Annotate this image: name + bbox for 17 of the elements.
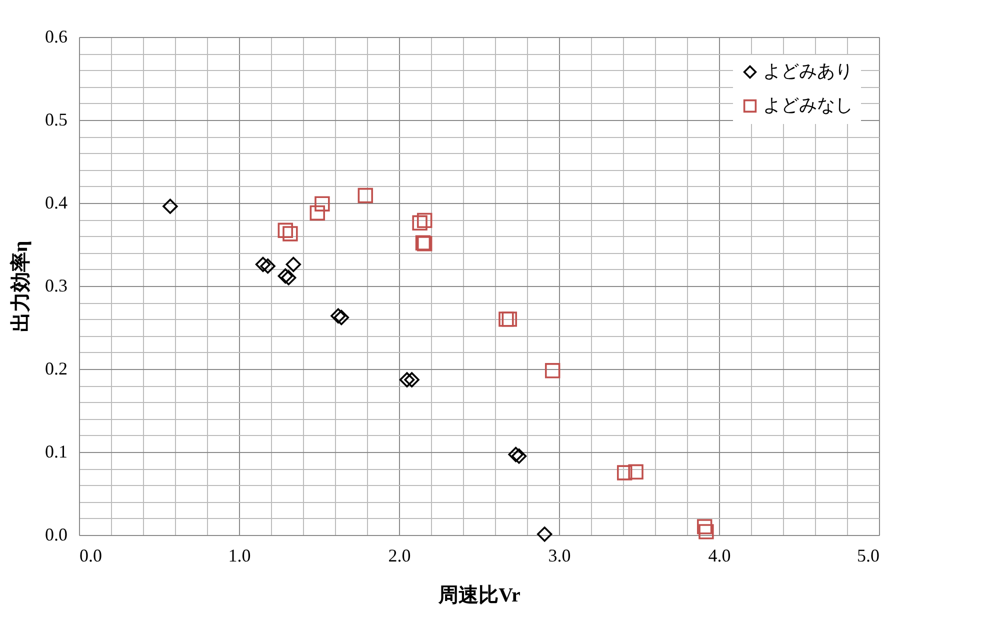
x-tick-label: 2.0: [388, 546, 411, 566]
y-tick-label: 0.1: [45, 442, 68, 462]
x-tick-label: 3.0: [548, 546, 571, 566]
x-axis-title: 周速比Vr: [438, 584, 521, 606]
legend-label: よどみなし: [763, 95, 853, 115]
x-tick-label: 0.0: [80, 546, 102, 566]
legend-label: よどみあり: [763, 61, 853, 81]
x-tick-label: 1.0: [228, 546, 251, 566]
y-tick-label: 0.2: [45, 358, 68, 378]
y-tick-label: 0.0: [45, 524, 68, 544]
x-tick-label: 4.0: [708, 546, 731, 566]
y-tick-label: 0.6: [45, 26, 68, 46]
x-tick-label: 5.0: [857, 546, 880, 566]
y-tick-label: 0.3: [45, 276, 68, 296]
y-axis-title: 出力効率η: [9, 240, 32, 332]
y-tick-label: 0.4: [45, 192, 68, 212]
y-tick-label: 0.5: [45, 110, 68, 130]
